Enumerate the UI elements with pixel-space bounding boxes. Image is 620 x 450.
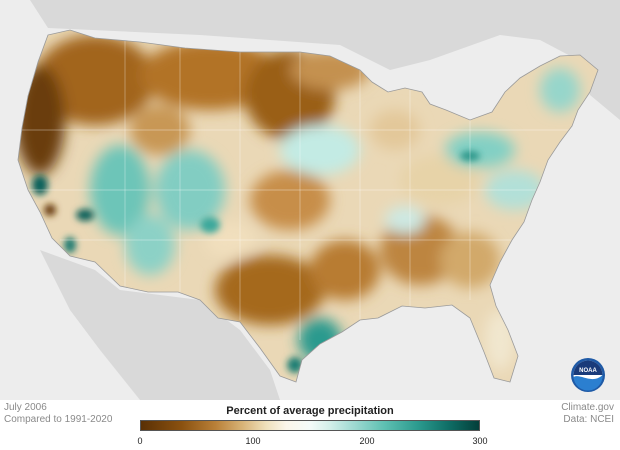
- precipitation-map: [0, 0, 620, 400]
- legend-tick: 300: [472, 436, 488, 446]
- us-precipitation-field: [18, 30, 598, 382]
- legend-colorbar: [140, 420, 480, 431]
- source-info: Climate.gov Data: NCEI: [561, 402, 614, 426]
- noaa-logo: NOAA: [571, 358, 605, 392]
- baseline-period: Compared to 1991-2020: [4, 414, 113, 425]
- legend-tick: 200: [359, 436, 375, 446]
- state-boundaries: [20, 40, 598, 340]
- source-credit: Climate.gov: [561, 402, 614, 413]
- canada-landmass: [0, 0, 620, 120]
- legend-tick: 0: [137, 436, 143, 446]
- legend-tick: 100: [245, 436, 261, 446]
- map-date: July 2006: [4, 402, 47, 413]
- us-outline: [17, 29, 599, 383]
- legend-title: Percent of average precipitation: [226, 405, 394, 417]
- map-date-info: July 2006 Compared to 1991-2020: [4, 402, 112, 426]
- footer: July 2006 Compared to 1991-2020 Percent …: [0, 400, 620, 450]
- mexico-landmass: [40, 250, 280, 400]
- data-credit: Data: NCEI: [563, 414, 614, 425]
- noaa-logo-text: NOAA: [579, 368, 597, 374]
